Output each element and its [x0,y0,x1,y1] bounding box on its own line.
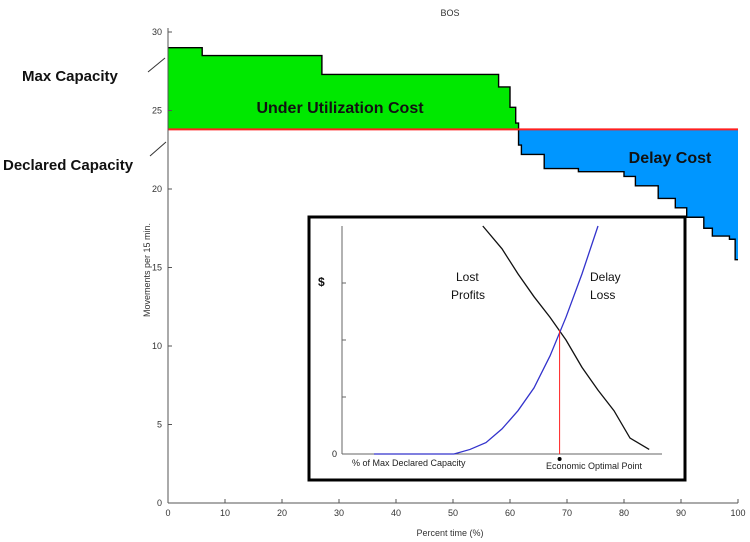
x-tick-label: 0 [165,508,170,518]
y-tick-label: 10 [152,341,162,351]
declared-capacity-arrow [149,141,167,157]
x-tick-label: 60 [505,508,515,518]
main-lines [168,47,738,261]
x-tick-label: 30 [334,508,344,518]
inset-y-zero-label: 0 [332,449,337,459]
inset-panel: 0 Lost Profits Delay Loss $ % of Max Declar… [307,215,687,482]
y-axis-title: Movements per 15 min. [142,223,152,317]
inset-x-label: % of Max Declared Capacity [352,458,466,468]
optimal-point-marker [557,457,562,461]
declared-capacity-label: Declared Capacity [3,157,134,174]
chart-title: BOS [440,8,459,18]
y-tick-label: 30 [152,27,162,37]
y-tick-label: 20 [152,184,162,194]
y-tick-label: 15 [152,263,162,273]
x-tick-label: 100 [730,508,745,518]
inset-lines: Lost Profits Delay Loss [374,225,650,461]
max-capacity-label: Max Capacity [22,68,119,85]
inset-y-label: $ [318,275,325,289]
lost-profits-label: Lost [456,270,479,284]
x-tick-label: 40 [391,508,401,518]
capacity-step-line [168,47,738,261]
y-tick-label: 25 [152,106,162,116]
max-capacity-arrow [147,57,166,73]
delay-cost-label: Delay Cost [629,150,712,167]
delay-loss-line [374,225,599,455]
y-tick-label: 0 [157,498,162,508]
optimal-point-label: Economic Optimal Point [546,461,643,471]
x-tick-label: 80 [619,508,629,518]
x-tick-label: 20 [277,508,287,518]
under-utilization-region [168,47,519,130]
x-tick-label: 70 [562,508,572,518]
delay-loss-label: Delay [590,270,621,284]
y-tick-label: 5 [157,420,162,430]
x-tick-label: 50 [448,508,458,518]
under-utilization-label: Under Utilization Cost [256,100,424,117]
lost-profits-line [482,225,650,450]
delay-loss-label-line2: Loss [590,288,615,302]
x-tick-label: 10 [220,508,230,518]
lost-profits-label-line2: Profits [451,288,485,302]
x-axis-title: Percent time (%) [416,528,483,538]
main-axes: 0 10 20 30 40 50 60 70 80 90 100 0 5 10 15 20 25 30 [152,27,746,518]
inset-frame [307,215,687,482]
delay-cost-region [518,129,738,260]
x-tick-label: 90 [676,508,686,518]
cost-regions [168,47,738,260]
